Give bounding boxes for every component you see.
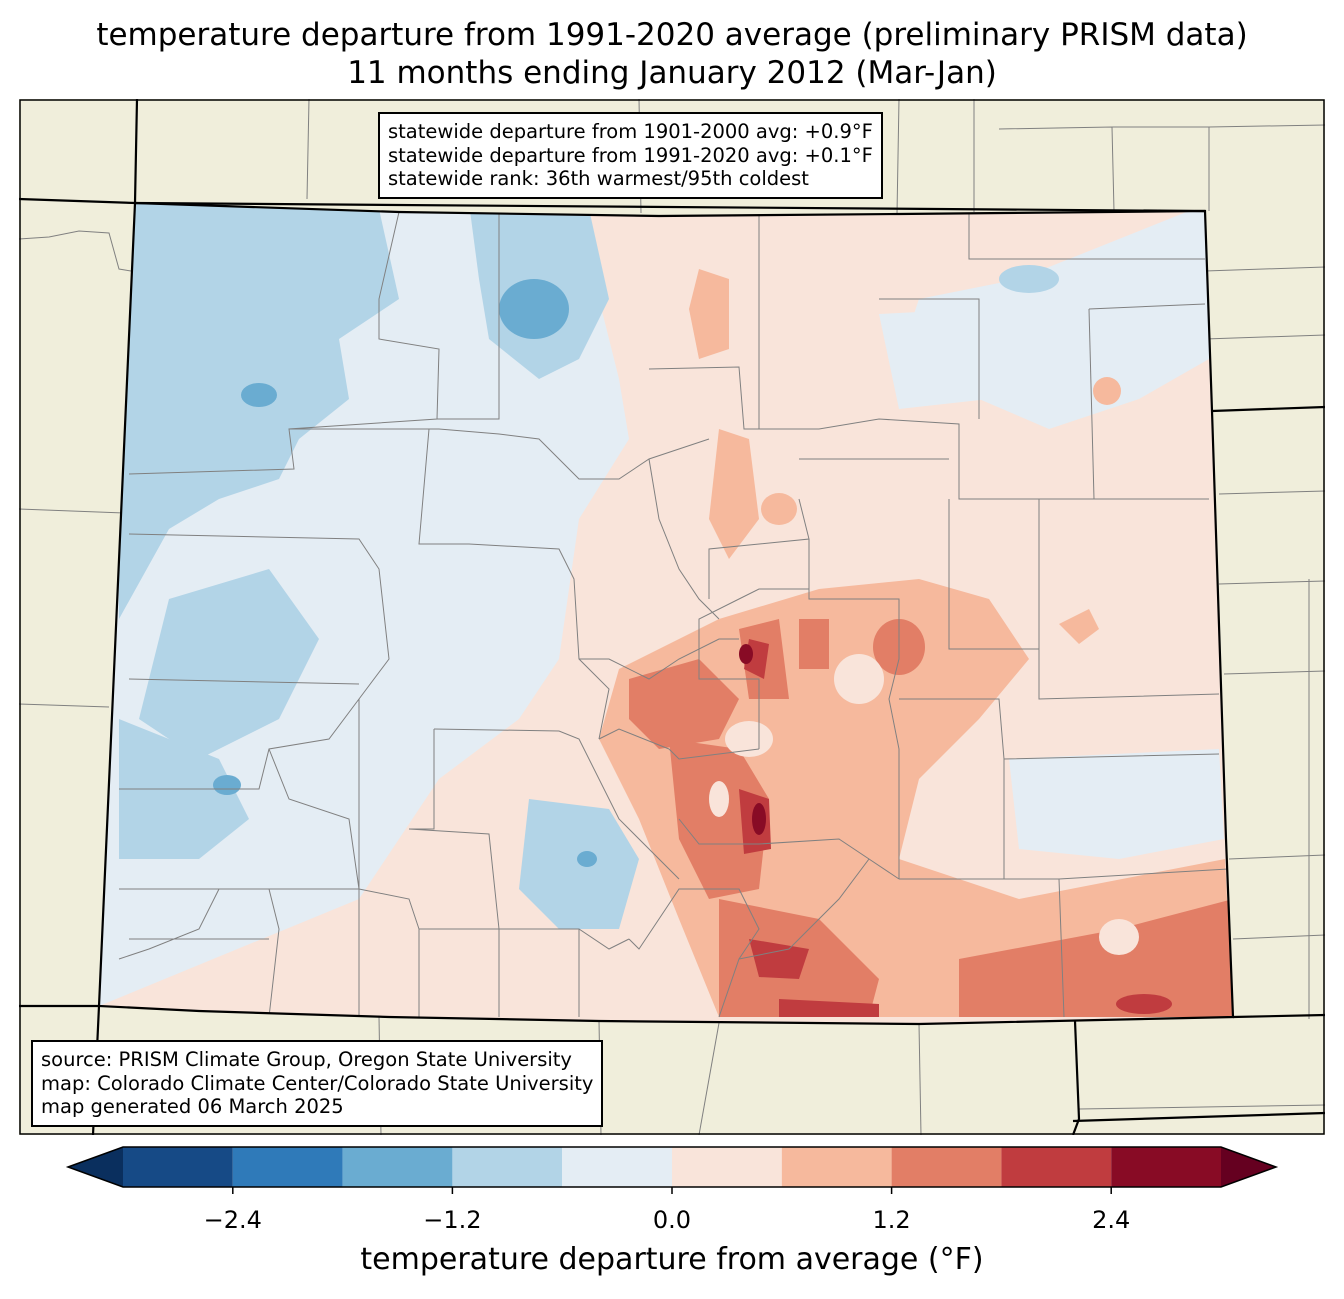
colorbar-cell — [232, 1147, 343, 1187]
stats-line2: statewide departure from 1991-2020 avg: … — [388, 143, 873, 167]
stats-line3: statewide rank: 36th warmest/95th coldes… — [388, 167, 809, 190]
colorbar-tick-label: 0.0 — [652, 1206, 692, 1234]
map-title-line2: 11 months ending January 2012 (Mar-Jan) — [347, 55, 997, 91]
colorbar-outline — [65, 1146, 1279, 1188]
map-title-line1: temperature departure from 1991-2020 ave… — [96, 17, 1248, 53]
colorbar-under-arrow — [68, 1147, 123, 1187]
source-line3: map generated 06 March 2025 — [41, 1095, 344, 1118]
colorbar-cell — [1001, 1147, 1112, 1187]
stats-line1: statewide departure from 1901-2000 avg: … — [388, 120, 873, 143]
colorbar-tick-label: −2.4 — [203, 1206, 262, 1234]
source-line1: source: PRISM Climate Group, Oregon Stat… — [41, 1048, 572, 1071]
county-lines — [118, 203, 1230, 1018]
colorbar-cell — [672, 1147, 782, 1187]
source-line2: map: Colorado Climate Center/Colorado St… — [41, 1071, 594, 1095]
map-frame — [19, 99, 1325, 1135]
colorbar-cell — [1111, 1147, 1221, 1187]
colorbar-cell — [452, 1147, 563, 1187]
colorbar-cell — [342, 1147, 453, 1187]
colorbar-cell — [891, 1147, 1002, 1187]
colorbar-label: temperature departure from average (°F) — [360, 1242, 984, 1277]
colorbar-tick-label: 2.4 — [1092, 1206, 1131, 1234]
colorbar-over-arrow — [1221, 1147, 1276, 1187]
colorbar-cell — [781, 1147, 892, 1187]
colorbar-tick-label: −1.2 — [423, 1206, 482, 1234]
colorado-map — [19, 99, 1325, 1135]
colorbar — [65, 1146, 1279, 1194]
colorado-border — [97, 201, 1235, 1026]
statewide-stats-box: statewide departure from 1901-2000 avg: … — [378, 112, 883, 199]
colorbar-cell — [562, 1147, 672, 1187]
neighbor-state-borders — [19, 99, 1325, 1135]
colorbar-tick-label: 1.2 — [872, 1206, 911, 1234]
source-box: source: PRISM Climate Group, Oregon Stat… — [31, 1040, 604, 1127]
colorbar-cell — [123, 1147, 233, 1187]
temperature-field — [99, 203, 1233, 1024]
